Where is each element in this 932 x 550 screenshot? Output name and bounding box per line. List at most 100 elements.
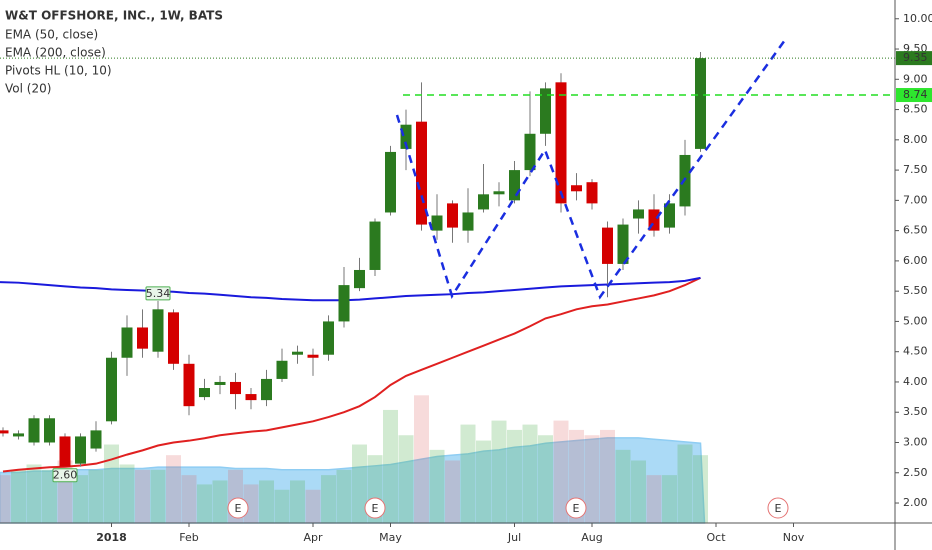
- earnings-marker: E: [364, 497, 386, 519]
- last-price-label: 9.35: [903, 51, 928, 64]
- candle-body: [478, 194, 489, 210]
- y-tick-label: 2.50: [903, 466, 928, 479]
- candle-body: [152, 309, 164, 352]
- volume-bar: [445, 460, 460, 523]
- volume-bar: [166, 455, 181, 523]
- volume-bar: [538, 435, 553, 523]
- candle-body: [245, 394, 257, 401]
- x-tick-label: 2018: [96, 531, 127, 544]
- volume-bar: [584, 435, 600, 523]
- candle-body: [416, 121, 427, 225]
- candle-body: [199, 388, 210, 398]
- volume-bar: [88, 469, 104, 523]
- y-tick-label: 4.00: [903, 375, 928, 388]
- legend-entry: EMA (50, close): [5, 28, 98, 42]
- candle-body: [524, 133, 536, 171]
- y-tick-label: 9.00: [903, 72, 928, 85]
- earnings-marker: E: [767, 497, 789, 519]
- candle-body: [555, 82, 567, 204]
- candle-body: [183, 363, 195, 407]
- x-tick-label: May: [379, 531, 402, 544]
- volume-bar: [181, 475, 197, 523]
- candle-body: [214, 381, 226, 385]
- x-tick-label: Nov: [783, 531, 805, 544]
- candle-body: [540, 88, 551, 134]
- volume-bar: [212, 480, 228, 523]
- y-tick-label: 3.00: [903, 435, 928, 448]
- candle-body: [633, 209, 644, 219]
- x-tick-label: Apr: [303, 531, 323, 544]
- y-tick-label: 8.50: [903, 103, 928, 116]
- candle-body: [44, 418, 55, 443]
- volume-bar: [507, 429, 522, 523]
- volume-bar: [646, 475, 662, 523]
- candle-body: [431, 215, 443, 231]
- legend-entry: Vol (20): [5, 82, 51, 96]
- volume-bar: [615, 449, 631, 523]
- volume-bar: [460, 424, 476, 523]
- volume-bar: [305, 489, 321, 523]
- volume-bar: [677, 444, 693, 523]
- volume-bar: [553, 420, 569, 523]
- volume-bar: [73, 475, 88, 523]
- x-tick-label: Oct: [706, 531, 726, 544]
- volume-bar: [197, 484, 212, 523]
- candle-body: [602, 227, 613, 264]
- candle-body: [617, 224, 629, 264]
- volume-bar: [631, 460, 646, 523]
- candle-body: [106, 357, 117, 422]
- legend-entry: EMA (200, close): [5, 46, 106, 60]
- volume-bar: [491, 420, 507, 523]
- candle-body: [307, 354, 319, 358]
- volume-bar: [26, 464, 42, 523]
- candle-body: [338, 285, 350, 322]
- volume-bar: [150, 469, 166, 523]
- earnings-label: E: [775, 502, 782, 515]
- candle-body: [59, 436, 71, 467]
- candle-body: [292, 351, 303, 355]
- volume-bar: [414, 395, 429, 523]
- volume-bar: [383, 409, 398, 523]
- candle-body: [230, 381, 241, 395]
- x-tick-label: Aug: [581, 531, 602, 544]
- pivot-trendline: [395, 39, 787, 300]
- volume-bar: [336, 469, 352, 523]
- candle-body: [509, 170, 520, 201]
- pivot-high-label: 5.34: [146, 287, 171, 300]
- y-tick-label: 2.00: [903, 496, 928, 509]
- earnings-marker: E: [565, 497, 587, 519]
- legend-entry: Pivots HL (10, 10): [5, 64, 112, 78]
- volume-ma-area: [0, 437, 706, 524]
- y-tick-label: 3.50: [903, 405, 928, 418]
- candle-body: [571, 185, 582, 192]
- volume-bar: [274, 489, 290, 523]
- volume-bar: [259, 480, 274, 523]
- y-tick-label: 8.00: [903, 133, 928, 146]
- volume-bar: [321, 475, 336, 523]
- volume-bar: [135, 469, 150, 523]
- volume-bar: [0, 475, 11, 523]
- candle-body: [0, 430, 9, 434]
- last-price-box: [896, 51, 932, 66]
- volume-bar: [662, 475, 677, 523]
- volume-bar: [476, 440, 491, 523]
- resistance-label: 8.74: [903, 88, 928, 101]
- candle-body: [664, 203, 675, 228]
- x-tick-label: Feb: [179, 531, 198, 544]
- candle-body: [385, 151, 396, 213]
- earnings-label: E: [235, 502, 242, 515]
- volume-bar: [42, 469, 57, 523]
- candle-body: [137, 327, 148, 349]
- legend: W&T OFFSHORE, INC., 1W, BATS EMA (50, cl…: [5, 9, 223, 96]
- y-tick-label: 5.00: [903, 314, 928, 327]
- candle-body: [648, 209, 660, 231]
- candle-body: [400, 124, 412, 149]
- pivot-low-label: 2.60: [53, 469, 78, 482]
- volume-bar: [398, 435, 414, 523]
- candle-body: [462, 212, 474, 231]
- earnings-label: E: [372, 502, 379, 515]
- candle-body: [586, 182, 598, 204]
- earnings-label: E: [573, 502, 580, 515]
- ema-line: [0, 276, 701, 302]
- y-tick-label: 6.00: [903, 254, 928, 267]
